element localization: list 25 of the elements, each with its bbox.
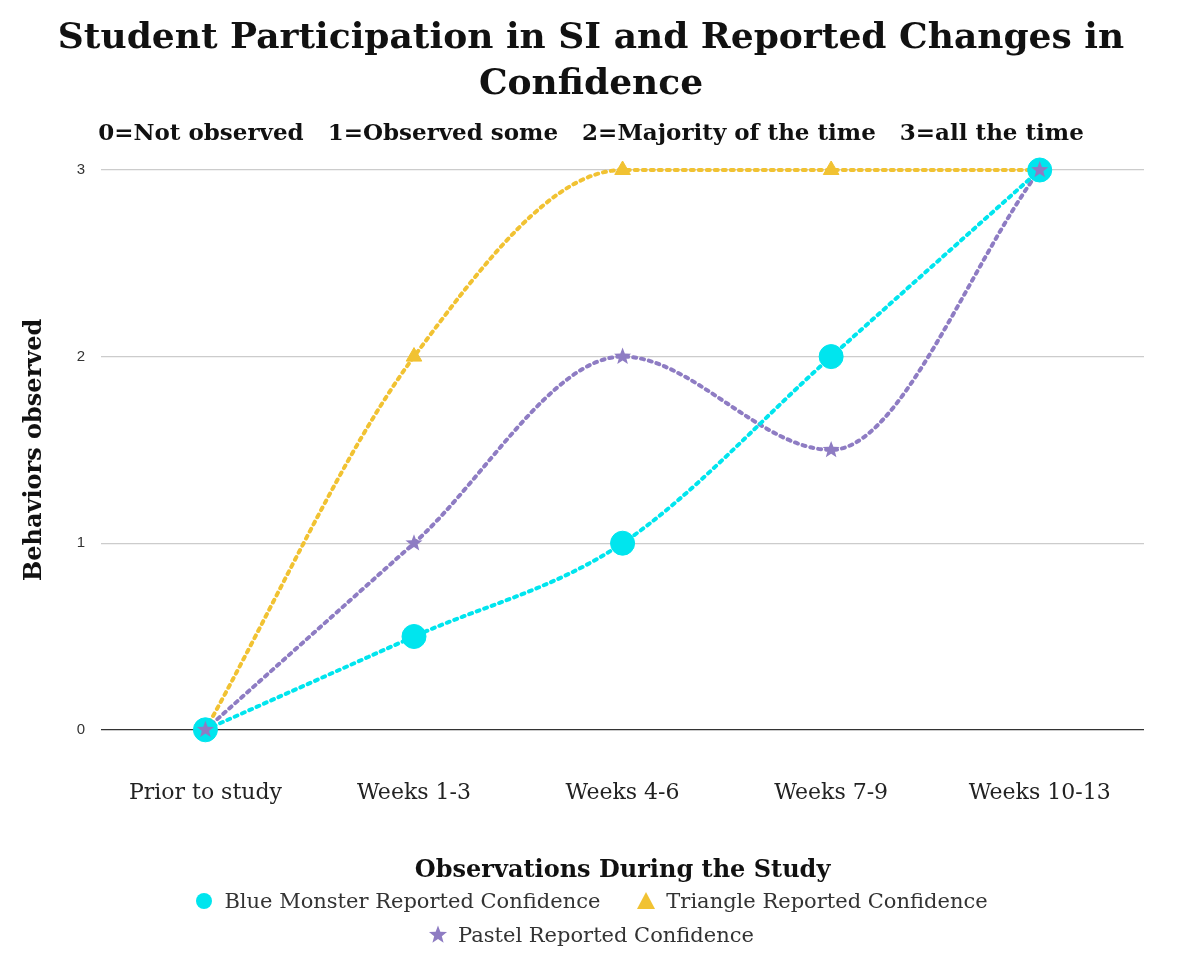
x-tick-label: Prior to study: [128, 778, 283, 804]
chart-subtitle: 0=Not observed 1=Observed some 2=Majority of the time 3=all the time: [97, 118, 1085, 145]
point: [610, 530, 636, 556]
y-axis-title: Behaviors observed: [17, 318, 47, 582]
point: [818, 344, 844, 370]
point: [401, 624, 427, 649]
legend-label: Triangle Reported Confidence: [666, 889, 988, 913]
x-tick-label: Weeks 1-3: [357, 778, 471, 804]
point: [405, 534, 423, 551]
point: [614, 160, 631, 175]
point: [405, 347, 423, 362]
x-tick-label: Weeks 10-13: [968, 778, 1111, 804]
x-axis-title: Observations During the Study: [414, 853, 832, 883]
x-tick-label: Weeks 4-6: [565, 778, 680, 804]
legend-label: Pastel Reported Confidence: [458, 923, 754, 947]
y-tick-label: 0: [76, 719, 86, 737]
y-tick-label: 1: [76, 533, 86, 551]
legend-label: Blue Monster Reported Confidence: [224, 889, 601, 913]
chart-title: Student Participation in SI and Reported Changes in Confidence: [56, 13, 1126, 104]
x-tick-label: Weeks 7-9: [774, 778, 889, 804]
point: [822, 160, 840, 175]
point: [822, 440, 840, 458]
y-tick-label: 2: [76, 346, 86, 364]
y-tick-label: 3: [76, 160, 86, 178]
point: [614, 347, 632, 364]
